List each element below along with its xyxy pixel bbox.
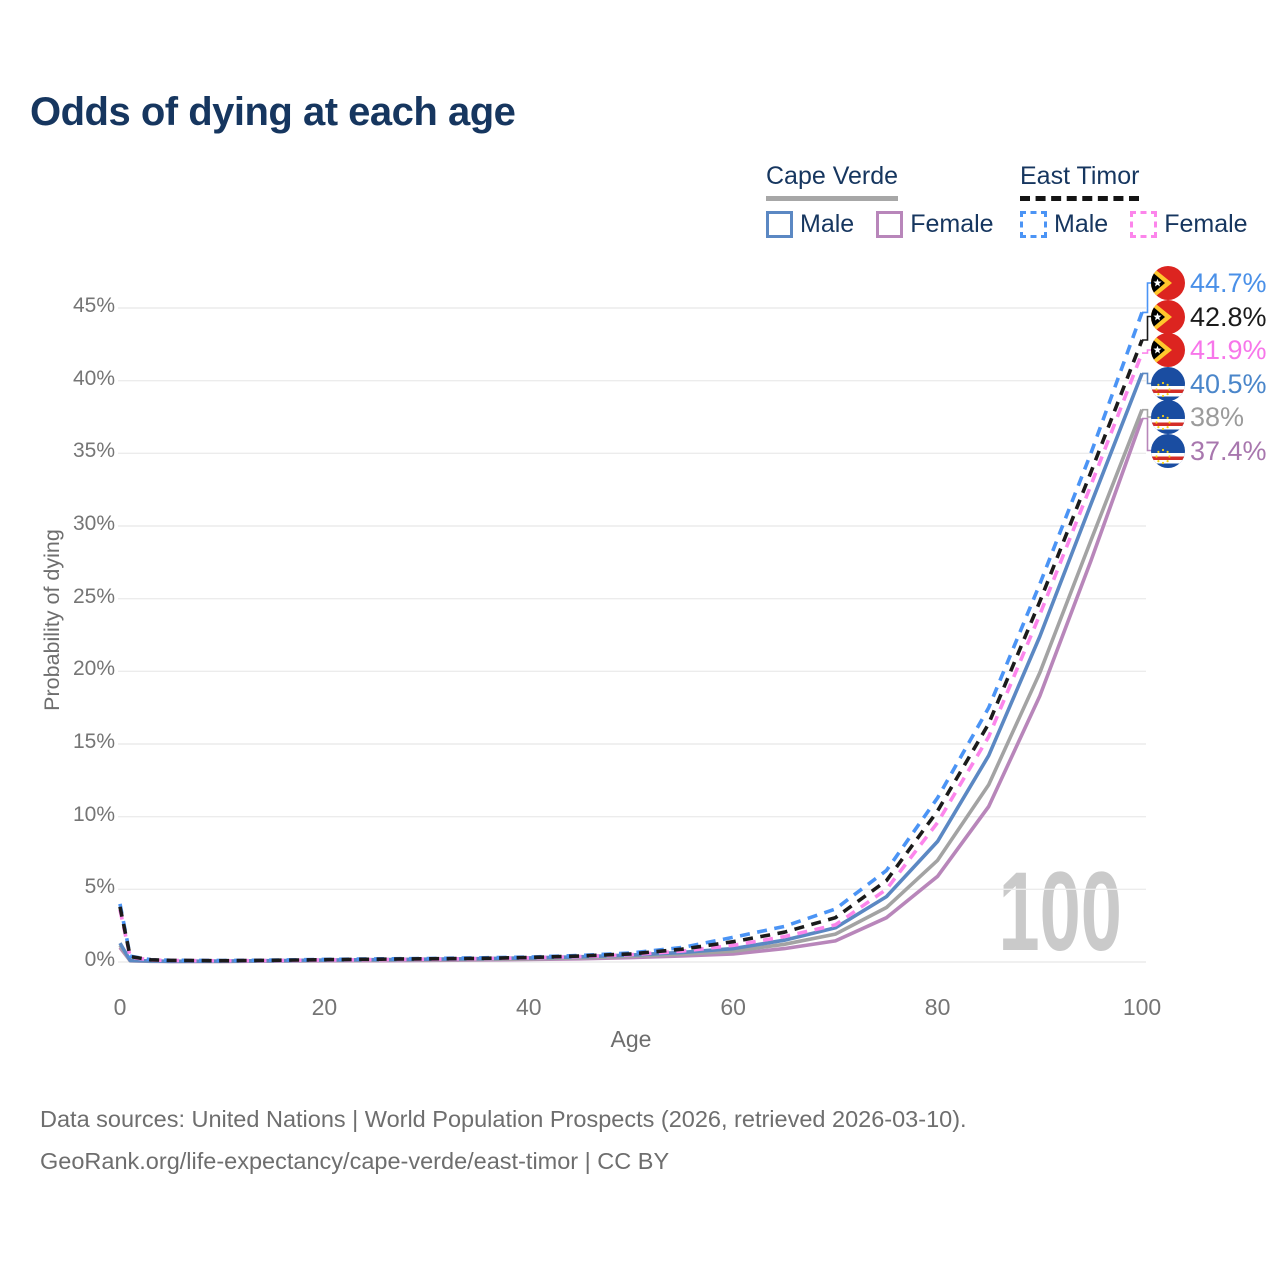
attribution-link: GeoRank.org/life-expectancy/cape-verde/e…	[40, 1148, 670, 1174]
y-tick-label: 25%	[72, 584, 115, 608]
female-checkbox-icon[interactable]	[1130, 211, 1158, 238]
x-tick-label: 60	[720, 994, 746, 1020]
label-leader-line	[1142, 349, 1152, 354]
east-timor-flag-icon	[1151, 333, 1185, 367]
y-tick-label: 40%	[72, 366, 115, 390]
x-tick-label: 40	[516, 994, 542, 1020]
legend-item-label: Female	[910, 210, 994, 238]
label-leader-line	[1142, 315, 1152, 341]
label-leader-line	[1142, 372, 1152, 385]
series-line-cape-verde-male[interactable]	[118, 372, 1144, 964]
legend-group-cape-verde: Cape Verde Male Female	[766, 162, 994, 239]
legend-item-label: Male	[1054, 210, 1109, 238]
legend-item-cape-verde-female[interactable]: Female	[876, 210, 994, 239]
legend-group-east-timor: East Timor Male Female	[1020, 162, 1248, 239]
legend-item-label: Female	[1164, 210, 1248, 238]
age-watermark: 100	[998, 849, 1122, 974]
y-tick-label: 30%	[72, 512, 115, 535]
end-value-label: 38%	[1190, 402, 1245, 432]
x-tick-label: 100	[1122, 994, 1162, 1020]
series-line-east-timor-male[interactable]	[118, 311, 1144, 963]
y-tick-label: 20%	[72, 657, 115, 681]
series-line-east-timor-female[interactable]	[118, 352, 1144, 963]
x-tick-label: 0	[113, 994, 127, 1020]
series-line-east-timor-both[interactable]	[118, 339, 1144, 963]
y-tick-label: 35%	[72, 439, 115, 463]
legend-item-east-timor-male[interactable]: Male	[1020, 210, 1108, 239]
end-value-label: 42.8%	[1190, 301, 1267, 332]
y-tick-label: 10%	[72, 802, 115, 826]
legend-item-label: Male	[800, 210, 855, 238]
legend-item-cape-verde-male[interactable]: Male	[766, 210, 854, 239]
x-tick-label: 20	[311, 994, 338, 1020]
end-value-label: 40.5%	[1190, 368, 1267, 399]
cape-verde-flag-icon	[1151, 400, 1185, 434]
data-sources-note: Data sources: United Nations | World Pop…	[40, 1106, 967, 1132]
male-checkbox-icon[interactable]	[766, 211, 793, 238]
end-value-label: 37.4%	[1190, 435, 1267, 466]
east-timor-flag-icon	[1151, 266, 1185, 300]
legend-item-east-timor-female[interactable]: Female	[1130, 210, 1248, 239]
label-leader-line	[1142, 417, 1152, 452]
legend-group-title-east-timor: East Timor	[1020, 162, 1140, 201]
east-timor-flag-icon	[1151, 299, 1185, 334]
y-tick-label: 45%	[72, 294, 115, 317]
y-tick-label: 15%	[72, 730, 115, 753]
legend-group-title-cape-verde: Cape Verde	[766, 162, 899, 201]
end-value-label: 44.7%	[1190, 268, 1267, 298]
x-axis-title: Age	[610, 1026, 652, 1052]
series-line-cape-verde-both[interactable]	[118, 409, 1144, 964]
female-checkbox-icon[interactable]	[876, 211, 904, 238]
label-leader-line	[1142, 282, 1152, 314]
cape-verde-flag-icon	[1151, 433, 1185, 468]
y-tick-label: 0%	[84, 948, 115, 971]
series-line-cape-verde-female[interactable]	[118, 417, 1144, 964]
label-leader-line	[1142, 408, 1152, 418]
cape-verde-flag-icon	[1151, 366, 1185, 401]
x-tick-label: 80	[924, 994, 951, 1020]
y-axis-title: Probability of dying	[40, 529, 64, 711]
male-checkbox-icon[interactable]	[1020, 211, 1047, 238]
end-value-label: 41.9%	[1190, 335, 1267, 365]
y-tick-label: 5%	[84, 875, 115, 899]
page-title: Odds of dying at each age	[30, 90, 516, 134]
